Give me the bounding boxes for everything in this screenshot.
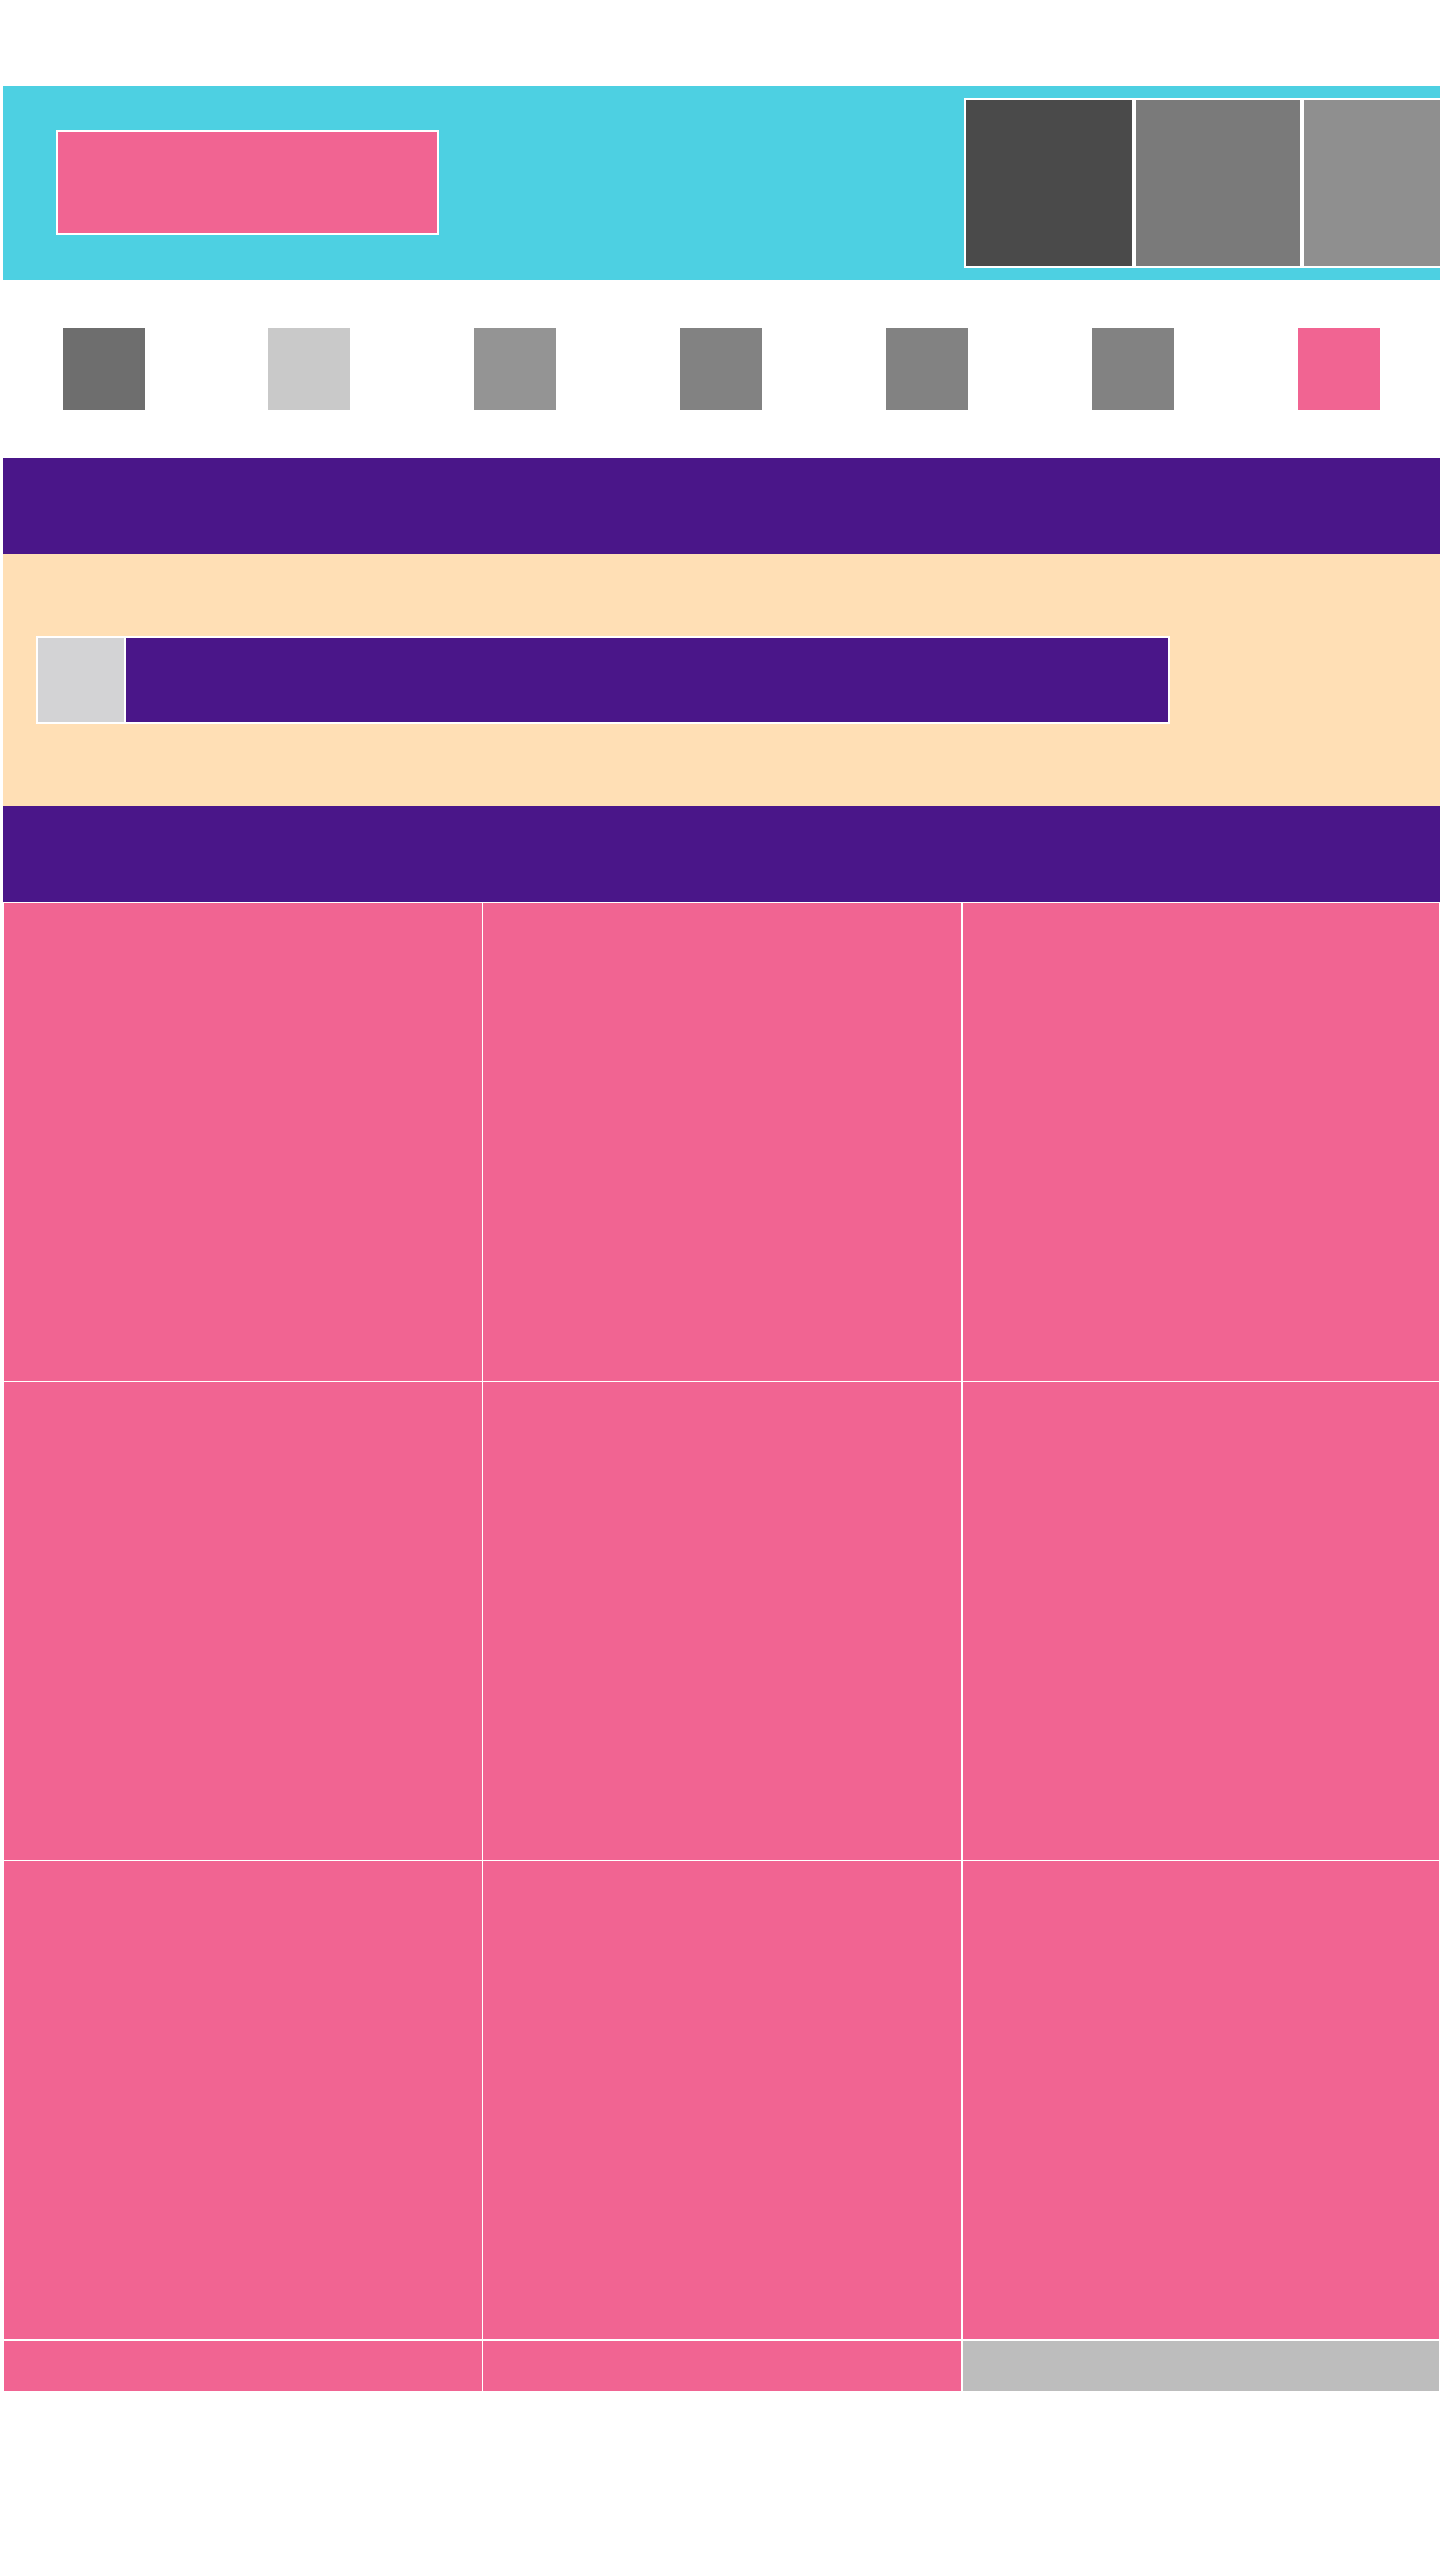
grid-tile[interactable] bbox=[482, 1381, 962, 1861]
grid-tile[interactable] bbox=[962, 2340, 1440, 2392]
nav-item-1[interactable] bbox=[63, 328, 145, 410]
header-tile-2[interactable] bbox=[1134, 98, 1302, 268]
grid-tile[interactable] bbox=[3, 902, 483, 1382]
grid-tile[interactable] bbox=[3, 1860, 483, 2340]
search-icon[interactable] bbox=[36, 636, 126, 724]
grid-tile[interactable] bbox=[962, 902, 1440, 1382]
grid-tile[interactable] bbox=[3, 2340, 483, 2392]
grid-tile[interactable] bbox=[482, 2340, 962, 2392]
nav-item-6[interactable] bbox=[1092, 328, 1174, 410]
nav-item-5[interactable] bbox=[886, 328, 968, 410]
grid-tile[interactable] bbox=[962, 1860, 1440, 2340]
nav-item-3[interactable] bbox=[474, 328, 556, 410]
nav-item-2[interactable] bbox=[268, 328, 350, 410]
grid-tile[interactable] bbox=[482, 1860, 962, 2340]
grid-tile[interactable] bbox=[3, 1381, 483, 1861]
grid-tile[interactable] bbox=[482, 902, 962, 1382]
logo[interactable] bbox=[56, 130, 439, 235]
header-tile-1[interactable] bbox=[964, 98, 1134, 268]
search-input[interactable] bbox=[124, 636, 1170, 724]
header-tile-3[interactable] bbox=[1302, 98, 1440, 268]
bottom-banner bbox=[3, 806, 1440, 902]
top-banner bbox=[3, 458, 1440, 554]
nav-item-4[interactable] bbox=[680, 328, 762, 410]
grid-tile[interactable] bbox=[962, 1381, 1440, 1861]
nav-item-7[interactable] bbox=[1298, 328, 1380, 410]
